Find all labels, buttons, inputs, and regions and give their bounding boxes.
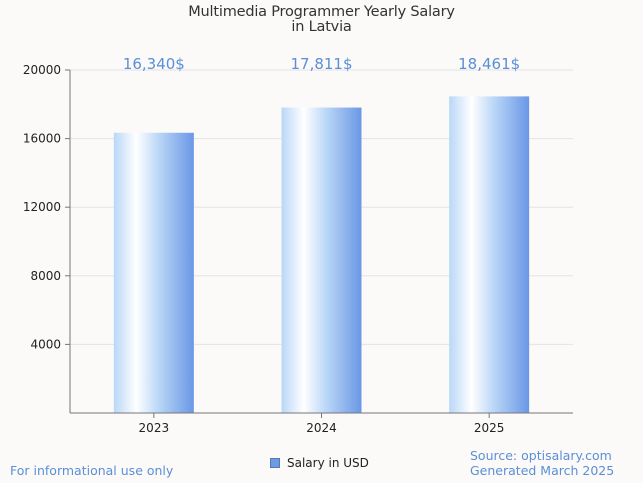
bar [449,96,530,413]
legend-swatch [270,458,280,468]
x-tick-label: 2024 [306,421,337,435]
y-tick-label: 12000 [23,200,61,214]
source-text[interactable]: Source: optisalary.com [470,448,612,463]
y-tick-label: 20000 [23,63,61,77]
legend: Salary in USD [270,455,369,471]
legend-label: Salary in USD [287,456,369,470]
y-tick-label: 8000 [30,269,61,283]
chart-title: Multimedia Programmer Yearly Salary [188,4,455,20]
bar [113,132,194,414]
x-tick-label: 2025 [474,421,505,435]
data-label: 16,340$ [123,55,185,73]
data-label: 18,461$ [458,55,520,73]
generated-date: Generated March 2025 [470,463,615,478]
y-tick-label: 16000 [23,132,61,146]
data-label: 17,811$ [290,55,352,73]
chart-subtitle: in Latvia [291,19,352,35]
x-tick-label: 2023 [139,421,170,435]
y-tick-label: 4000 [30,337,61,351]
bar [281,107,362,413]
disclaimer-note: For informational use only [10,463,174,478]
